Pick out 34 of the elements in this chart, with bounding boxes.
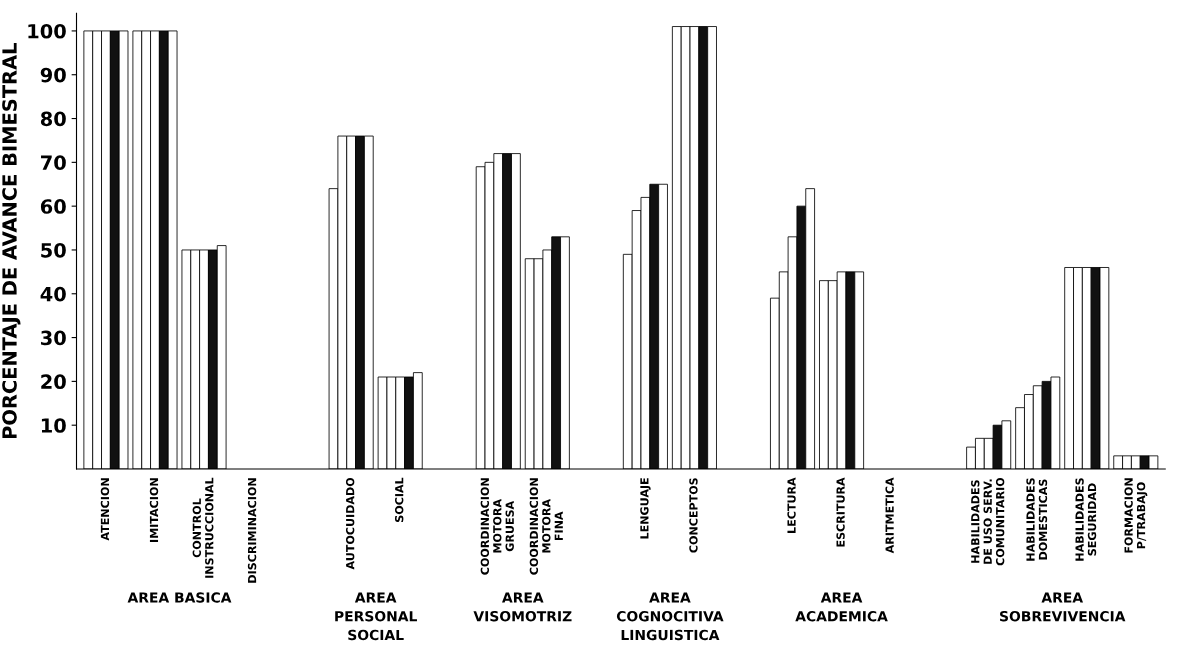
text: AREA SOBREVIVENCIA (1000, 592, 1126, 622)
text: AREA COGNOCITIVA LINGUISTICA (616, 592, 724, 641)
y-axis-title: PORCENTAJE DE AVANCE BIMESTRAL (2, 43, 21, 439)
x-tick-label: IMITACION (149, 478, 159, 542)
x-tick-label: LENGUAJE (640, 478, 651, 539)
y-tick-label: 90 (40, 67, 66, 83)
x-tick-label: COORDINACION MOTORA FINA (529, 478, 563, 575)
x-tick-label: HABILIDADES DE USO SERV. COMUNITARIO (971, 477, 1005, 566)
x-tick-label: CONTROL INSTRUCCIONAL (192, 477, 214, 578)
text: AREA VISOMOTRIZ (473, 592, 572, 622)
y-tick-label: 70 (41, 155, 66, 171)
text: AREA PERSONAL SOCIAL (335, 592, 417, 641)
x-tick-label: CONCEPTOS (689, 478, 698, 553)
y-tick-label: 40 (40, 286, 66, 302)
y-tick-label: 20 (41, 374, 66, 390)
y-tick-label: 60 (40, 199, 66, 214)
x-tick-label: SOCIAL (395, 477, 404, 522)
y-tick-label: 100 (28, 23, 66, 39)
y-tick-label: 10 (41, 418, 66, 433)
text: AREA ACADEMICA (795, 592, 888, 622)
y-tick-label: 80 (40, 111, 66, 127)
y-tick-label: 30 (41, 330, 66, 346)
x-tick-label: ARITMETICA (885, 477, 894, 554)
x-tick-label: HABILIDADES DOMESTICAS (1026, 478, 1048, 561)
x-tick-label: ESCRITURA (836, 477, 845, 547)
x-tick-label: LECTURA (787, 477, 796, 533)
x-tick-label: DISCRIMINACION (247, 478, 257, 583)
y-tick-label: 50 (41, 242, 66, 258)
x-tick-label: ATENCION (100, 478, 110, 541)
x-tick-label: HABILIDADES SEGURIDAD (1075, 478, 1097, 561)
x-tick-label: COORDINACION MOTORA GRUESA (480, 478, 514, 575)
x-tick-label: FORMACION P/TRABAJO (1124, 478, 1148, 553)
text: AREA BASICA (127, 592, 232, 603)
x-tick-label: AUTOCUIDADO (345, 477, 355, 570)
